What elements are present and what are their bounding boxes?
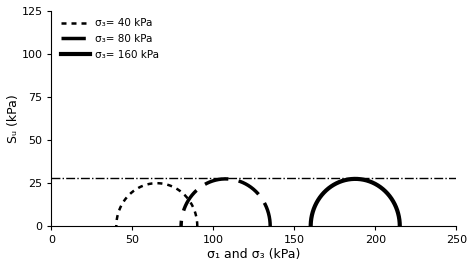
Legend: σ₃= 40 kPa, σ₃= 80 kPa, σ₃= 160 kPa: σ₃= 40 kPa, σ₃= 80 kPa, σ₃= 160 kPa xyxy=(61,18,159,60)
Y-axis label: Sᵤ (kPa): Sᵤ (kPa) xyxy=(7,94,20,143)
X-axis label: σ₁ and σ₃ (kPa): σ₁ and σ₃ (kPa) xyxy=(207,248,301,261)
